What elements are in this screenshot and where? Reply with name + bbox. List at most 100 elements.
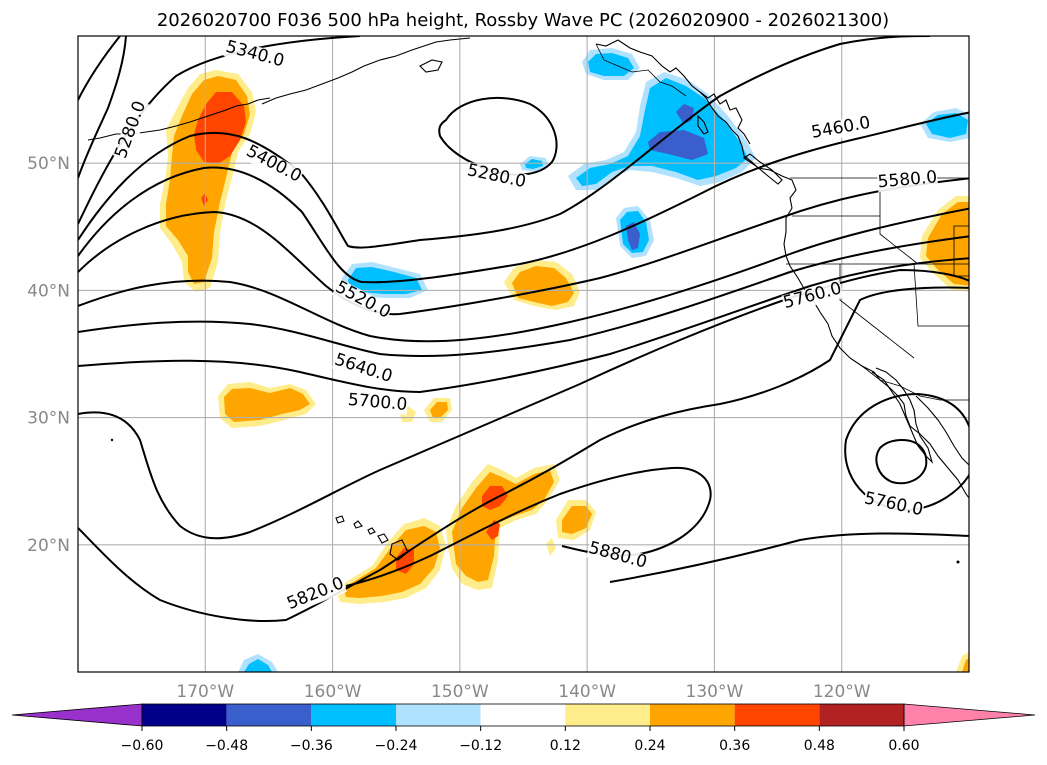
coastline-baja: [871, 367, 934, 464]
positive-region-144w-40n: [512, 266, 574, 306]
colorbar-tick-label: −0.48: [205, 738, 248, 754]
colorbar-extend-min: [11, 703, 143, 727]
colorbar-tick-label: 0.24: [634, 738, 665, 754]
positive-anomaly-shading: [160, 70, 969, 672]
height-contour-5700-low: [875, 438, 928, 485]
contour-label-group: 5340.0: [223, 37, 286, 72]
contour-label-background: [876, 169, 939, 193]
colorbar-bin: [142, 704, 227, 726]
contour-label-group: 5700.0: [346, 390, 409, 416]
colorbar-bin: [819, 704, 904, 726]
lon-tick-label: 120°W: [813, 682, 871, 702]
coastline-hawaii: [353, 520, 363, 529]
contour-label: 5760.0: [781, 278, 844, 313]
contour-label: 5280.0: [111, 98, 150, 161]
height-contour-5280-low: [438, 97, 558, 176]
contour-label-background: [862, 490, 925, 521]
colorbar-tick-label: −0.12: [459, 738, 502, 754]
coastline-tiny-island: [110, 438, 114, 442]
coastline-mexico-gulf: [915, 395, 969, 466]
positive-patch-110w-10n: [962, 658, 969, 672]
coastline-hawaii: [335, 515, 345, 524]
coastline-vancouver-island: [743, 153, 783, 185]
contour-label-background: [284, 574, 347, 615]
positive-region-dateline-north: [194, 92, 246, 164]
contour-label-background: [781, 280, 844, 314]
border-state-ca-nv: [839, 264, 915, 359]
contour-label: 5580.0: [877, 167, 938, 192]
positive-patch-150w-30n: [430, 402, 448, 418]
coastline-bc-fjords: [699, 91, 751, 145]
colorbar-bin: [396, 704, 481, 726]
border-state-id: [879, 216, 919, 265]
colorbar-tick-label: 0.12: [550, 738, 581, 754]
contour-label-background: [242, 142, 305, 187]
colorbar-tick-label: 0.48: [804, 738, 835, 754]
contour-label-background: [112, 98, 151, 162]
contour-label-group: 5760.0: [862, 488, 925, 521]
coastline-hawaii: [367, 527, 376, 535]
negative-region-136w-44n: [626, 222, 640, 250]
height-contour-5640: [78, 235, 969, 358]
height-contour-5280-west: [78, 36, 127, 179]
colorbar-bin: [480, 704, 566, 726]
colorbar-frame: [141, 703, 905, 727]
border-alaska-canada: [595, 43, 687, 97]
contour-label-background: [809, 114, 873, 143]
lon-tick-label: 130°W: [686, 682, 744, 702]
contour-label: 5880.0: [586, 538, 649, 573]
positive-region-146w-22n: [452, 470, 554, 582]
contour-label: 5700.0: [347, 390, 408, 415]
coastline-north-america: [595, 39, 969, 499]
contour-label-group: 5580.0: [876, 167, 939, 193]
height-contour-5880: [345, 466, 712, 587]
colorbar-bin: [311, 704, 396, 726]
colorbar: −0.60 −0.48 −0.36 −0.24 −0.12 0.12 0.24 0.36 0.4…: [11, 703, 1036, 754]
map-frame: [77, 35, 970, 673]
contour-label-background: [465, 162, 528, 193]
lon-tick-label: 170°W: [176, 682, 234, 702]
positive-region-dateline-north: [201, 193, 208, 206]
contour-label-group: 5760.0: [781, 278, 844, 314]
coastline-alaska-peninsula: [261, 37, 471, 105]
chart-title: 2026020700 F036 500 hPa height, Rossby W…: [157, 10, 889, 31]
negative-anomaly-shading: [238, 48, 969, 672]
colorbar-tick-label: −0.24: [375, 738, 418, 754]
contour-label: 5280.0: [465, 160, 527, 192]
lat-tick-label: 40°N: [27, 281, 70, 301]
height-contour-5280: [78, 36, 121, 101]
positive-region-167w-31n: [224, 388, 310, 422]
lon-tick-label: 160°W: [304, 682, 362, 702]
negative-patch-144w-50n: [525, 159, 543, 169]
gridlines: [78, 36, 969, 672]
colorbar-extend-max: [903, 703, 1036, 727]
coastline-kodiak: [419, 59, 443, 73]
colorbar-bin: [226, 704, 312, 726]
contour-label-group: 5280.0: [111, 98, 151, 162]
height-contours: [78, 36, 969, 623]
lon-tick-label: 140°W: [558, 682, 616, 702]
height-contour-5760: [78, 268, 969, 540]
negative-patch-166w-10n: [244, 659, 272, 672]
positive-region-153w-18n: [396, 548, 414, 574]
colorbar-bin: [734, 704, 820, 726]
border-state-nv-az: [913, 263, 969, 327]
coastline-tiny-island: [956, 560, 960, 564]
positive-region-112w-42n: [926, 202, 969, 286]
contour-label-group: 5400.0: [242, 141, 305, 187]
height-contour-5760-low: [844, 392, 969, 512]
positive-region-146w-22n: [486, 520, 500, 540]
negative-region-bc-coast: [648, 130, 708, 160]
colorbar-tick-label: 0.36: [719, 738, 750, 754]
colorbar-bin: [650, 704, 735, 726]
height-contour-5520: [78, 177, 969, 316]
height-contour-5340: [78, 36, 361, 225]
negative-region-155w-41n: [348, 267, 422, 294]
contour-label-background: [331, 351, 395, 388]
lon-tick-label: 150°W: [431, 682, 489, 702]
height-contour-5400: [78, 36, 931, 249]
contour-label: 5820.0: [284, 573, 347, 614]
negative-region-gulf-alaska: [588, 53, 634, 76]
